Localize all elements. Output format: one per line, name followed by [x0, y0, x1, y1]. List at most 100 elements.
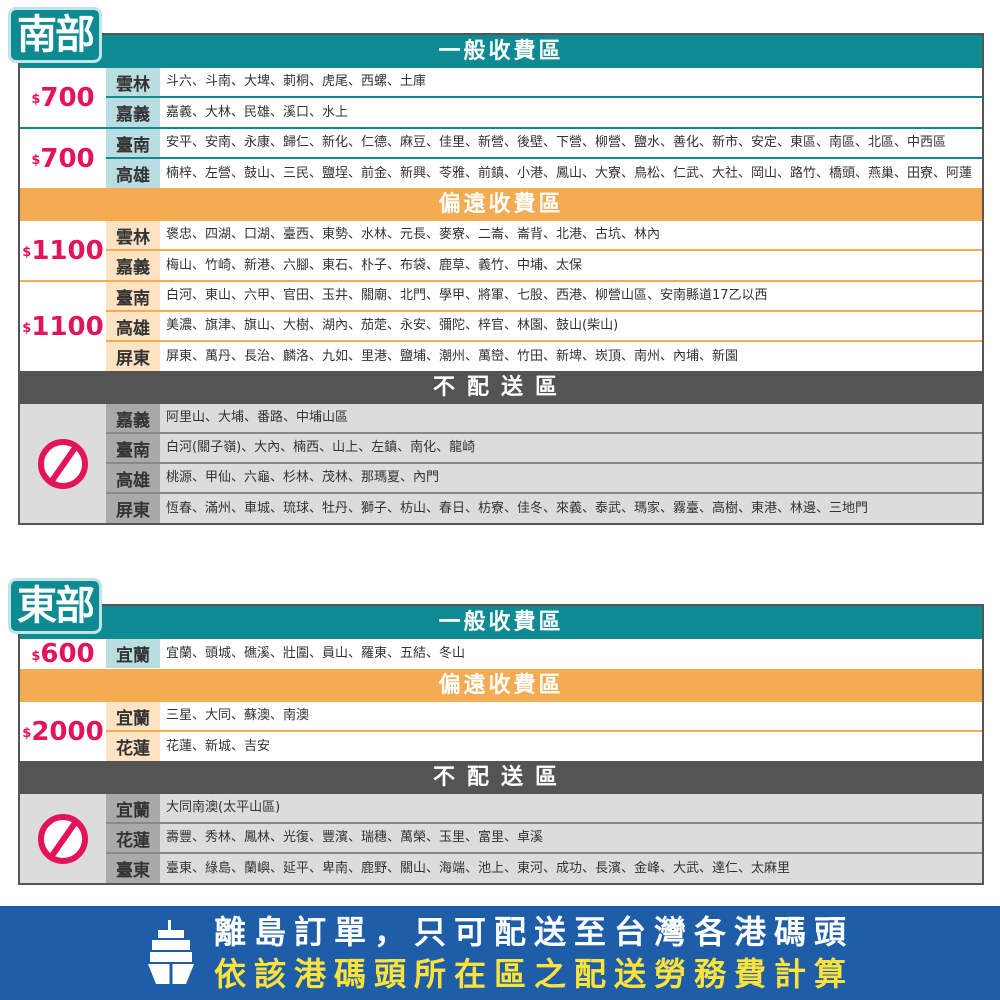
county-name: 宜蘭	[106, 794, 160, 822]
county-row: 高雄 桃源、甲仙、六龜、杉林、茂林、那瑪夏、內門	[106, 464, 982, 494]
zone-header: 偏遠收費區	[20, 669, 982, 702]
east-region-table: 東部 一般收費區 $600 宜蘭 宜蘭、頭城、礁溪、壯圍、員山、羅東、五結、冬山 偏遠收費…	[8, 578, 984, 885]
county-row: 嘉義 梅山、竹崎、新港、六腳、東石、朴子、布袋、鹿草、義竹、中埔、太保	[106, 251, 982, 280]
county-name: 屏東	[106, 494, 160, 523]
town-list: 白河、東山、六甲、官田、玉井、關廟、北門、學甲、將軍、七股、西港、柳營山區、安南…	[166, 288, 768, 303]
town-list: 安平、安南、永康、歸仁、新化、仁德、麻豆、佳里、新營、後壁、下營、柳營、鹽水、善…	[166, 135, 947, 150]
town-list: 恆春、滿州、車城、琉球、牡丹、獅子、枋山、春日、枋寮、佳冬、來義、泰武、瑪家、霧…	[166, 500, 869, 516]
ship-icon	[146, 918, 196, 988]
price-group: $2000 宜蘭 三星、大同、蘇澳、南澳 花蓮 花蓮、新城、吉安	[20, 702, 982, 761]
town-list: 阿里山、大埔、番路、中埔山區	[166, 410, 349, 425]
county-name: 嘉義	[106, 404, 160, 432]
price-group: 宜蘭 大同南澳(太平山區) 花蓮 壽豐、秀林、鳳林、光復、豐濱、瑞穗、萬榮、玉里、富里…	[20, 794, 982, 883]
county-name: 宜蘭	[106, 639, 160, 668]
price-value: 2000	[31, 716, 104, 747]
county-name: 臺南	[106, 129, 160, 157]
county-name: 屏東	[106, 342, 160, 371]
price-group: $600 宜蘭 宜蘭、頭城、礁溪、壯圍、員山、羅東、五結、冬山	[20, 639, 982, 669]
county-name: 宜蘭	[106, 702, 160, 730]
general-zone-block: 一般收費區 $600 宜蘭 宜蘭、頭城、礁溪、壯圍、員山、羅東、五結、冬山	[20, 606, 982, 669]
town-list: 美濃、旗津、旗山、大樹、湖內、茄萣、永安、彌陀、梓官、林園、鼓山(柴山)	[166, 318, 619, 333]
none-zone-block: 不配送區 嘉義 阿里山、大埔、番路、中埔山區 臺南 白河(關子嶺)、大內、楠西、山上、左…	[20, 371, 982, 523]
zone-header: 一般收費區	[20, 606, 982, 639]
zone-header: 不配送區	[20, 761, 982, 794]
price-group: $1100 臺南 白河、東山、六甲、官田、玉井、關廟、北門、學甲、將軍、七股、西港、…	[20, 282, 982, 371]
general-zone-block: 一般收費區 $700 雲林 斗六、斗南、大埤、莿桐、虎尾、西螺、土庫 嘉義 嘉義、大林、民…	[20, 35, 982, 188]
town-list: 褒忠、四湖、口湖、臺西、東勢、水林、元長、麥寮、二崙、崙背、北港、古坑、林內	[166, 227, 661, 242]
town-list: 三星、大同、蘇澳、南澳	[166, 708, 310, 723]
zone-header: 一般收費區	[20, 35, 982, 68]
town-list: 大同南澳(太平山區)	[166, 800, 281, 815]
county-row: 高雄 美濃、旗津、旗山、大樹、湖內、茄萣、永安、彌陀、梓官、林園、鼓山(柴山)	[106, 312, 982, 342]
town-list: 壽豐、秀林、鳳林、光復、豐濱、瑞穗、萬榮、玉里、富里、卓溪	[166, 830, 544, 845]
county-row: 宜蘭 大同南澳(太平山區)	[106, 794, 982, 824]
county-row: 宜蘭 三星、大同、蘇澳、南澳	[106, 702, 982, 732]
zone-header: 不配送區	[20, 371, 982, 404]
remote-zone-block: 偏遠收費區 $2000 宜蘭 三星、大同、蘇澳、南澳 花蓮 花蓮、新城、吉安	[20, 669, 982, 761]
town-list: 楠梓、左營、鼓山、三民、鹽埕、前金、新興、苓雅、前鎮、小港、鳳山、大寮、鳥松、仁…	[166, 165, 973, 181]
currency-symbol: $	[22, 245, 32, 260]
county-row: 嘉義 嘉義、大林、民雄、溪口、水上	[106, 98, 982, 127]
town-list: 嘉義、大林、民雄、溪口、水上	[166, 104, 349, 120]
county-name: 高雄	[106, 464, 160, 492]
price-value: 700	[40, 82, 95, 113]
town-list: 花蓮、新城、吉安	[166, 738, 271, 754]
county-row: 雲林 斗六、斗南、大埤、莿桐、虎尾、西螺、土庫	[106, 68, 982, 98]
county-row: 花蓮 壽豐、秀林、鳳林、光復、豐濱、瑞穗、萬榮、玉里、富里、卓溪	[106, 824, 982, 854]
currency-symbol: $	[22, 726, 32, 741]
none-zone-block: 不配送區 宜蘭 大同南澳(太平山區) 花蓮 壽豐、秀林、鳳林、光復、豐濱、瑞穗、萬榮、玉…	[20, 761, 982, 883]
county-row: 屏東 恆春、滿州、車城、琉球、牡丹、獅子、枋山、春日、枋寮、佳冬、來義、泰武、瑪家…	[106, 494, 982, 523]
town-list: 臺東、綠島、蘭嶼、延平、卑南、鹿野、關山、海端、池上、東河、成功、長濱、金峰、大…	[166, 860, 791, 876]
county-row: 嘉義 阿里山、大埔、番路、中埔山區	[106, 404, 982, 434]
county-name: 花蓮	[106, 824, 160, 852]
county-row: 臺東 臺東、綠島、蘭嶼、延平、卑南、鹿野、關山、海端、池上、東河、成功、長濱、金峰…	[106, 854, 982, 883]
county-name: 臺南	[106, 434, 160, 462]
remote-zone-block: 偏遠收費區 $1100 雲林 褒忠、四湖、口湖、臺西、東勢、水林、元長、麥寮、二崙、崙…	[20, 188, 982, 371]
region-badge: 南部	[8, 7, 102, 63]
town-list: 白河(關子嶺)、大內、楠西、山上、左鎮、南化、龍崎	[166, 440, 476, 455]
county-row: 臺南 白河(關子嶺)、大內、楠西、山上、左鎮、南化、龍崎	[106, 434, 982, 464]
price-value: 1100	[31, 311, 104, 342]
price-cell: $1100	[20, 282, 106, 371]
price-value: 700	[40, 143, 95, 174]
county-row: 臺南 安平、安南、永康、歸仁、新化、仁德、麻豆、佳里、新營、後壁、下營、柳營、鹽水…	[106, 129, 982, 159]
south-region-table: 南部 一般收費區 $700 雲林 斗六、斗南、大埤、莿桐、虎尾、西螺、土庫 嘉義 嘉義、大林…	[8, 7, 984, 525]
county-row: 臺南 白河、東山、六甲、官田、玉井、關廟、北門、學甲、將軍、七股、西港、柳營山區、…	[106, 282, 982, 312]
island-order-banner: 離島訂單，只可配送至台灣各港碼頭 依該港碼頭所在區之配送勞務費計算	[0, 906, 1000, 1000]
price-cell: $1100	[20, 221, 106, 280]
price-cell: $700	[20, 129, 106, 188]
county-row: 宜蘭 宜蘭、頭城、礁溪、壯圍、員山、羅東、五結、冬山	[106, 639, 982, 668]
town-list: 桃源、甲仙、六龜、杉林、茂林、那瑪夏、內門	[166, 470, 440, 485]
banner-line-1: 離島訂單，只可配送至台灣各港碼頭	[213, 913, 854, 951]
town-list: 宜蘭、頭城、礁溪、壯圍、員山、羅東、五結、冬山	[166, 645, 466, 661]
county-name: 雲林	[106, 221, 160, 249]
county-row: 花蓮 花蓮、新城、吉安	[106, 732, 982, 761]
price-cell: $2000	[20, 702, 106, 761]
town-list: 梅山、竹崎、新港、六腳、東石、朴子、布袋、鹿草、義竹、中埔、太保	[166, 257, 583, 273]
county-row: 高雄 楠梓、左營、鼓山、三民、鹽埕、前金、新興、苓雅、前鎮、小港、鳳山、大寮、鳥松…	[106, 159, 982, 188]
county-name: 嘉義	[106, 251, 160, 280]
currency-symbol: $	[22, 321, 32, 336]
no-delivery-icon	[38, 813, 88, 864]
currency-symbol: $	[31, 92, 41, 107]
town-list: 屏東、萬丹、長治、麟洛、九如、里港、鹽埔、潮州、萬巒、竹田、新埤、崁頂、南州、內…	[166, 348, 739, 364]
county-row: 雲林 褒忠、四湖、口湖、臺西、東勢、水林、元長、麥寮、二崙、崙背、北港、古坑、林內	[106, 221, 982, 251]
price-group: $1100 雲林 褒忠、四湖、口湖、臺西、東勢、水林、元長、麥寮、二崙、崙背、北港、…	[20, 221, 982, 282]
currency-symbol: $	[31, 648, 41, 664]
county-name: 高雄	[106, 159, 160, 188]
town-list: 斗六、斗南、大埤、莿桐、虎尾、西螺、土庫	[166, 74, 427, 89]
county-name: 花蓮	[106, 732, 160, 761]
county-name: 雲林	[106, 68, 160, 96]
price-cell	[20, 794, 106, 883]
county-name: 嘉義	[106, 98, 160, 127]
region-badge: 東部	[8, 578, 102, 634]
no-delivery-icon	[38, 438, 88, 489]
county-name: 高雄	[106, 312, 160, 340]
price-value: 1100	[31, 235, 104, 266]
price-cell: $600	[20, 639, 106, 669]
price-value: 600	[40, 639, 95, 669]
county-row: 屏東 屏東、萬丹、長治、麟洛、九如、里港、鹽埔、潮州、萬巒、竹田、新埤、崁頂、南州…	[106, 342, 982, 371]
price-group: $700 雲林 斗六、斗南、大埤、莿桐、虎尾、西螺、土庫 嘉義 嘉義、大林、民雄、溪口、…	[20, 68, 982, 129]
county-name: 臺南	[106, 282, 160, 310]
banner-line-2: 依該港碼頭所在區之配送勞務費計算	[213, 955, 854, 993]
